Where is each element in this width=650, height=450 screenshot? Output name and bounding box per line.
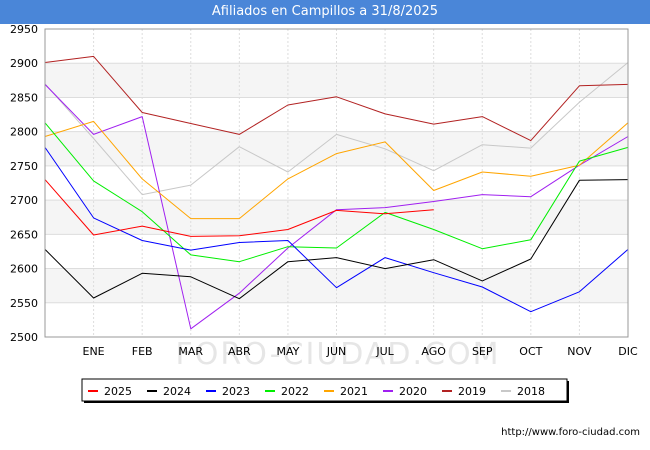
x-tick-label: FEB: [132, 345, 153, 358]
x-axis-ticks: ENE FEB MAR ABR MAY JUN JUL AGO SEP OCT NOV DIC: [83, 345, 638, 358]
series-line-2020: [44, 84, 629, 330]
legend-label-2023: 2023: [222, 385, 250, 398]
x-tick-label: SEP: [472, 345, 493, 358]
series-line-2025: [44, 179, 434, 237]
plot-band: [45, 131, 628, 166]
plot-frame: [44, 28, 629, 338]
y-tick-label: 2550: [10, 297, 38, 310]
y-tick-label: 2950: [10, 23, 38, 36]
y-tick-label: 2500: [10, 331, 38, 344]
series-line-2023: [44, 147, 629, 313]
x-tick-label: ABR: [228, 345, 251, 358]
legend-label-2022: 2022: [281, 385, 309, 398]
series-line-2021: [44, 120, 629, 220]
plot-band: [45, 63, 628, 98]
y-axis-ticks: 2500 2550 2600 2650 2700 2750 2800 2850 2900 2950: [10, 23, 38, 344]
y-tick-label: 2700: [10, 194, 38, 207]
legend-label-2019: 2019: [458, 385, 486, 398]
legend-label-2024: 2024: [163, 385, 191, 398]
chart-title: Afiliados en Campillos a 31/8/2025: [0, 0, 650, 24]
series-lines: [44, 55, 629, 330]
x-tick-label: NOV: [567, 345, 592, 358]
y-tick-label: 2750: [10, 160, 38, 173]
legend-label-2020: 2020: [399, 385, 427, 398]
x-tick-label: OCT: [519, 345, 542, 358]
watermark-text: FORO-CIUDAD.COM: [176, 337, 501, 372]
legend-label-2025: 2025: [104, 385, 132, 398]
y-tick-label: 2650: [10, 228, 38, 241]
series-line-2019: [44, 55, 629, 142]
y-tick-label: 2850: [10, 91, 38, 104]
y-tick-label: 2900: [10, 57, 38, 70]
x-tick-label: MAR: [178, 345, 203, 358]
x-tick-label: MAY: [276, 345, 299, 358]
series-line-2022: [44, 122, 629, 263]
legend: 2025 2024 2023 2022 2021 2020 2019 2018: [81, 378, 569, 403]
source-url[interactable]: http://www.foro-ciudad.com: [501, 427, 640, 438]
y-tick-label: 2800: [10, 126, 38, 139]
x-tick-label: JUN: [326, 345, 347, 358]
x-tick-label: ENE: [83, 345, 105, 358]
y-tick-label: 2600: [10, 263, 38, 276]
x-tick-label: AGO: [421, 345, 446, 358]
series-line-2018: [44, 62, 629, 196]
series-line-2024: [44, 179, 629, 300]
legend-label-2018: 2018: [517, 385, 545, 398]
legend-label-2021: 2021: [340, 385, 368, 398]
x-tick-label: JUL: [375, 345, 394, 358]
x-tick-label: DIC: [618, 345, 638, 358]
